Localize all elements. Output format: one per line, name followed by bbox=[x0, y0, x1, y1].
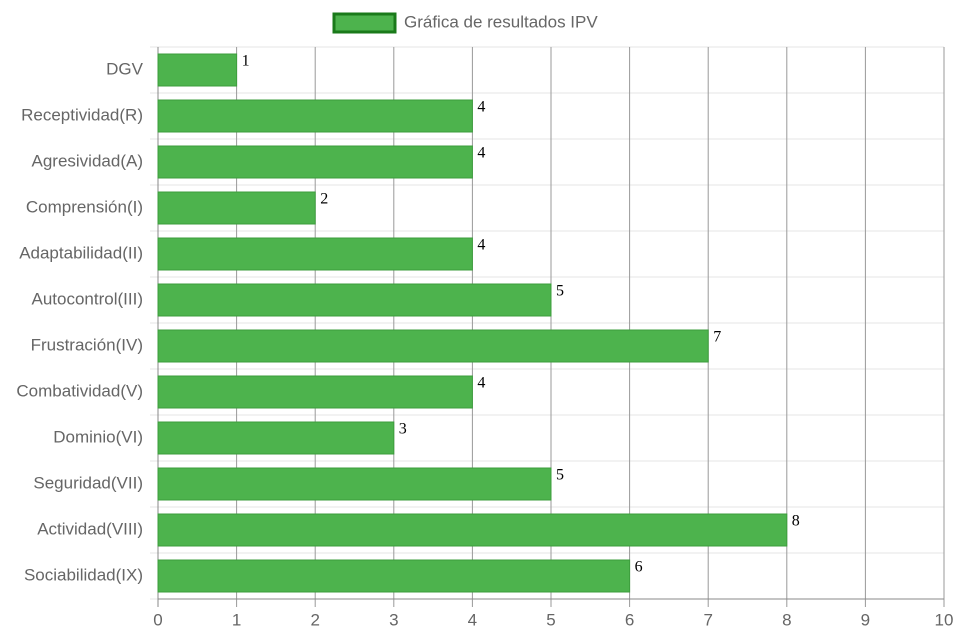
x-tick-label: 0 bbox=[153, 610, 162, 629]
value-label: 5 bbox=[556, 283, 564, 300]
x-tick-label: 5 bbox=[546, 610, 555, 629]
y-tick-label: Dominio(VI) bbox=[53, 427, 143, 446]
y-tick-label: Agresividad(A) bbox=[32, 151, 144, 170]
x-tick-label: 3 bbox=[389, 610, 398, 629]
value-label: 3 bbox=[399, 421, 407, 438]
value-label: 4 bbox=[477, 99, 485, 116]
x-tick-label: 6 bbox=[625, 610, 634, 629]
y-tick-label: Receptividad(R) bbox=[21, 105, 143, 124]
value-label: 8 bbox=[792, 513, 800, 530]
bar bbox=[157, 421, 395, 455]
x-tick-label: 8 bbox=[782, 610, 791, 629]
value-label: 4 bbox=[477, 145, 485, 162]
value-label: 7 bbox=[713, 329, 721, 346]
x-tick-label: 2 bbox=[310, 610, 319, 629]
x-tick-label: 1 bbox=[232, 610, 241, 629]
bar bbox=[157, 283, 552, 317]
bar bbox=[157, 375, 473, 409]
value-label: 4 bbox=[477, 375, 485, 392]
value-label: 5 bbox=[556, 467, 564, 484]
value-label: 2 bbox=[320, 191, 328, 208]
bar bbox=[157, 467, 552, 501]
y-tick-label: DGV bbox=[106, 59, 144, 78]
y-tick-label: Frustración(IV) bbox=[31, 335, 143, 354]
x-tick-label: 9 bbox=[861, 610, 870, 629]
y-tick-label: Autocontrol(III) bbox=[32, 289, 144, 308]
bar bbox=[157, 513, 788, 547]
bar bbox=[157, 237, 473, 271]
x-tick-label: 7 bbox=[703, 610, 712, 629]
y-tick-label: Seguridad(VII) bbox=[33, 473, 143, 492]
y-tick-label: Comprensión(I) bbox=[26, 197, 143, 216]
bar bbox=[157, 329, 709, 363]
x-tick-label: 4 bbox=[468, 610, 477, 629]
y-tick-label: Actividad(VIII) bbox=[37, 519, 143, 538]
bar bbox=[157, 191, 316, 225]
bar bbox=[157, 559, 631, 593]
y-tick-label: Sociabilidad(IX) bbox=[24, 565, 143, 584]
value-label: 4 bbox=[477, 237, 485, 254]
legend-swatch bbox=[332, 12, 397, 34]
x-tick-label: 10 bbox=[935, 610, 954, 629]
value-label: 6 bbox=[635, 559, 643, 576]
y-tick-label: Adaptabilidad(II) bbox=[19, 243, 143, 262]
bar bbox=[157, 53, 238, 87]
bar bbox=[157, 99, 473, 133]
value-label: 1 bbox=[242, 53, 250, 70]
bar bbox=[157, 145, 473, 179]
y-tick-label: Combatividad(V) bbox=[16, 381, 143, 400]
legend-label: Gráfica de resultados IPV bbox=[404, 12, 598, 31]
